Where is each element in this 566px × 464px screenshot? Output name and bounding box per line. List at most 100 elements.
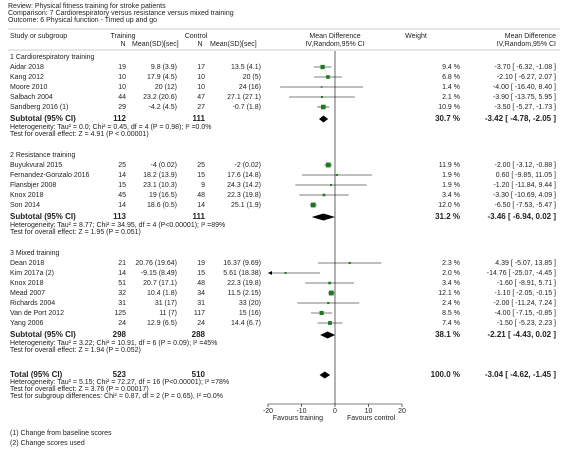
control-n: 9 (201, 182, 205, 189)
heterogeneity: Heterogeneity: Tau² = 3.22; Chi² = 10.91… (10, 340, 217, 347)
control-n: 17 (197, 64, 205, 71)
col-header: Weight (405, 33, 427, 40)
favours-left: Favours training (273, 415, 323, 422)
col-header: Control (185, 33, 208, 40)
control-mean-sd: 22.3 (19.8) (227, 192, 261, 199)
study-name: Van de Port 2012 (10, 310, 64, 317)
x-tick-label: -20 (263, 408, 273, 415)
weight: 9.4 % (442, 64, 460, 71)
mean-difference: -1.50 [ -5.23, 2.23 ] (497, 320, 556, 327)
training-mean-sd: -9.15 (8.49) (141, 270, 177, 277)
study-estimate (325, 162, 331, 168)
control-n: 15 (197, 172, 205, 179)
heterogeneity: Heterogeneity: Tau² = 8.77; Chi² = 34.95… (10, 222, 225, 229)
mean-difference: -1.20 [ -11.84, 9.44 ] (493, 182, 556, 189)
control-mean-sd: 17.6 (14.8) (227, 172, 261, 179)
control-n: 27 (197, 104, 205, 111)
training-mean-sd: 20 (12) (155, 84, 177, 91)
col-header: IV,Random,95% CI (305, 41, 364, 48)
control-n: 111 (193, 114, 206, 123)
weight: 1.9 % (442, 182, 460, 189)
study-name: Dean 2018 (10, 260, 44, 267)
weight: 31.2 % (435, 212, 460, 221)
summary-diamond (311, 213, 336, 221)
training-n: 10 (118, 84, 126, 91)
weight: 12.1 % (438, 290, 460, 297)
study-estimate (327, 301, 330, 305)
control-mean-sd: -2 (0.02) (235, 162, 261, 169)
control-mean-sd: 15 (16) (239, 310, 261, 317)
training-n: 14 (118, 172, 126, 179)
study-estimate (322, 193, 326, 197)
weight: 3.4 % (442, 280, 460, 287)
control-mean-sd: 24.3 (14.2) (227, 182, 261, 189)
control-n: 510 (192, 370, 206, 379)
training-n: 14 (118, 202, 126, 209)
study-name: Kim 2017a (2) (10, 270, 54, 277)
training-mean-sd: -4.2 (4.5) (149, 104, 177, 111)
control-mean-sd: 14.4 (6.7) (231, 320, 261, 327)
study-name: Knox 2018 (10, 192, 44, 199)
plot-area (268, 64, 382, 379)
study-estimate (310, 202, 316, 208)
footnote: (2) Change scores used (10, 440, 85, 447)
summary-diamond (319, 371, 331, 379)
control-n: 25 (197, 162, 205, 169)
training-n: 113 (113, 212, 126, 221)
weight: 30.7 % (435, 114, 460, 123)
weight: 6.8 % (442, 74, 460, 81)
outcome: Outcome: 6 Physical function - Timed up … (8, 17, 157, 24)
study-estimate (328, 321, 332, 325)
study-name: Richards 2004 (10, 300, 55, 307)
col-header: IV,Random,95% CI (497, 41, 556, 48)
control-mean-sd: 22.3 (19.8) (227, 280, 261, 287)
study-name: Salbach 2004 (10, 94, 53, 101)
review: Review: Physical fitness training for st… (8, 3, 166, 10)
training-n: 32 (118, 290, 126, 297)
control-mean-sd: 25.1 (1.9) (231, 202, 261, 209)
mean-difference: -3.90 [ -13.75, 5.95 ] (493, 94, 556, 101)
study-name: Fernandez-Gonzalo 2016 (10, 172, 89, 179)
summary-diamond (320, 331, 336, 339)
mean-difference: -2.10 [ -6.27, 2.07 ] (497, 74, 556, 81)
total-note: Test for overall effect: Z = 3.76 (P = 0… (10, 386, 149, 393)
control-n: 31 (197, 300, 205, 307)
control-mean-sd: 33 (20) (239, 300, 261, 307)
control-n: 48 (197, 192, 205, 199)
control-n: 10 (197, 74, 205, 81)
training-mean-sd: 11 (7) (159, 310, 177, 317)
training-mean-sd: 31 (17) (155, 300, 177, 307)
favours-right: Favours control (347, 415, 396, 422)
study-estimate (328, 290, 334, 296)
study-name: Buyukvural 2015 (10, 162, 62, 169)
weight: 3.4 % (442, 192, 460, 199)
training-n: 125 (114, 310, 126, 317)
col-header: Training (110, 33, 135, 40)
overall-effect: Test for overall effect: Z = 1.95 (P = 0… (10, 229, 141, 236)
weight: 7.4 % (442, 320, 460, 327)
training-n: 298 (113, 330, 127, 339)
study-name: Moore 2010 (10, 84, 47, 91)
mean-difference: -2.21 [ -4.43, 0.02 ] (488, 330, 557, 339)
control-n: 15 (197, 270, 205, 277)
ci-arrow (268, 271, 272, 275)
control-n: 24 (197, 320, 205, 327)
mean-difference: -6.50 [ -7.53, -5.47 ] (495, 202, 557, 209)
study-estimate (320, 95, 323, 99)
x-tick-label: 0 (333, 408, 337, 415)
mean-difference: -3.04 [ -4.62, -1.45 ] (485, 370, 556, 379)
training-mean-sd: 17.9 (4.5) (147, 74, 177, 81)
overall-effect: Test for overall effect: Z = 1.94 (P = 0… (10, 347, 141, 354)
weight: 2.1 % (442, 94, 460, 101)
control-n: 34 (197, 290, 205, 297)
x-tick-label: 10 (365, 408, 373, 415)
study-estimate (348, 261, 351, 265)
training-mean-sd: 20.76 (19.64) (135, 260, 177, 267)
study-name: Mead 2007 (10, 290, 45, 297)
training-mean-sd: 23.2 (20.6) (143, 94, 177, 101)
control-mean-sd: 5.61 (18.38) (223, 270, 261, 277)
study-estimate (320, 104, 326, 110)
control-mean-sd: 24 (16) (239, 84, 261, 91)
weight: 12.0 % (438, 202, 460, 209)
training-n: 523 (113, 370, 127, 379)
